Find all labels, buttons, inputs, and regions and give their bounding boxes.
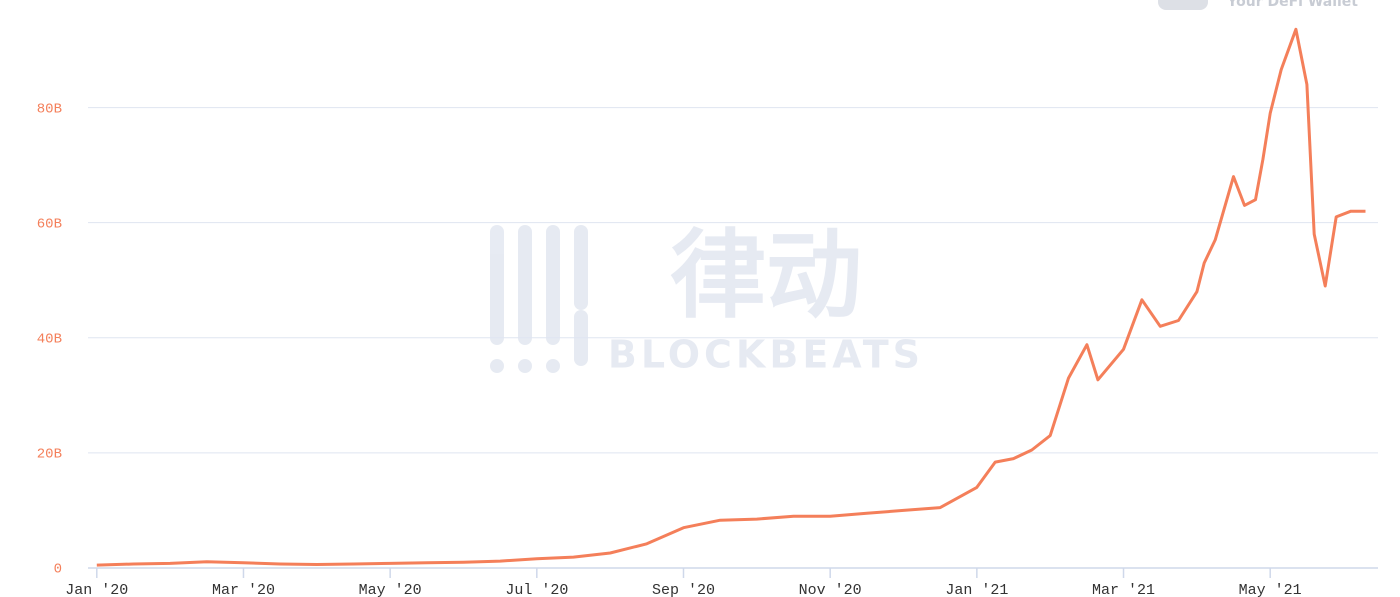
x-tick-label: Sep '20 — [652, 582, 715, 597]
x-tick-label: Jul '20 — [505, 582, 568, 597]
x-tick-label: Mar '20 — [212, 582, 275, 597]
x-tick-label: May '20 — [359, 582, 422, 597]
watermark: 律动 BLOCKBEATS — [490, 219, 924, 377]
y-tick-label: 100B — [28, 0, 62, 2]
x-tick-label: Nov '20 — [799, 582, 862, 597]
watermark-cn: 律动 — [670, 219, 862, 331]
x-tick-label: Jan '21 — [945, 582, 1008, 597]
y-tick-label: 0 — [54, 562, 62, 578]
y-tick-label: 60B — [37, 216, 62, 232]
y-tick-label: 20B — [37, 447, 62, 463]
y-tick-label: 40B — [37, 331, 62, 347]
logo-text: Your DeFi Wallet — [1226, 0, 1358, 10]
x-tick-label: Jan '20 — [65, 582, 128, 597]
data-line — [96, 27, 1366, 567]
watermark-en: BLOCKBEATS — [608, 333, 924, 377]
x-tick-label: May '21 — [1239, 582, 1302, 597]
y-tick-label: 80B — [37, 101, 62, 117]
x-tick-label: Mar '21 — [1092, 582, 1155, 597]
logo-icon — [1158, 0, 1208, 10]
